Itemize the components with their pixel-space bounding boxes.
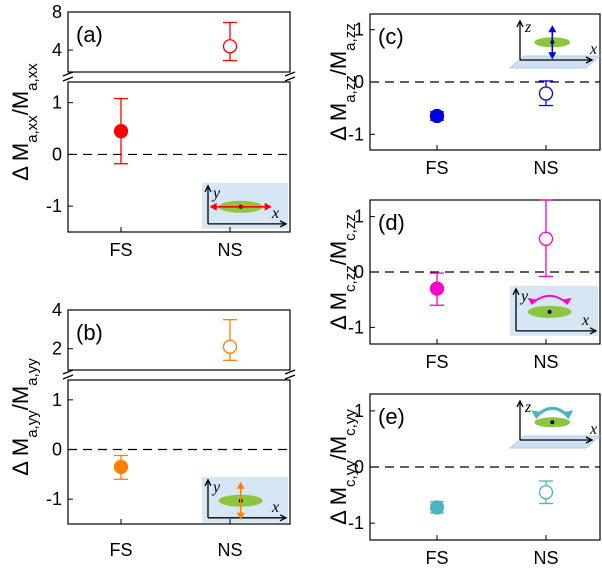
inset-molecule-center	[550, 420, 555, 425]
y-tick-label: 0	[52, 440, 62, 460]
inset-rotation-arrowheads	[527, 297, 572, 305]
axis-break-mark	[62, 369, 74, 375]
plot-frame-upper	[67, 11, 291, 73]
inset-rotation-arrowheads	[531, 410, 574, 420]
data-point-open	[222, 39, 238, 54]
plot-frame-upper	[67, 309, 291, 371]
panel-label: (b)	[76, 320, 103, 345]
y-tick-label: -1	[46, 489, 62, 509]
inset-motion-arrowheads	[209, 202, 272, 211]
y-tick-label: -1	[348, 124, 364, 144]
axis-break-mark	[284, 374, 296, 380]
y-tick-label: 2	[52, 339, 62, 359]
y-tick-label: -1	[348, 513, 364, 533]
plot-frame-lower	[67, 379, 291, 525]
data-point-filled	[429, 500, 445, 515]
axis-break-mark	[62, 71, 74, 77]
axis-break-mark	[284, 71, 296, 77]
panel-label: (e)	[378, 404, 405, 429]
inset-x-arrowhead	[279, 514, 288, 522]
x-category-label: FS	[109, 240, 132, 260]
y-axis-label: Δ Ma,yy/Ma,yy	[8, 358, 41, 476]
y-tick-label: 1	[354, 20, 364, 40]
y-axis-label: Δ Mc,zz/Mc,zz	[326, 214, 359, 330]
inset-x-arrowhead	[585, 56, 594, 64]
x-category-label: FS	[425, 352, 448, 372]
x-category-label: NS	[533, 352, 558, 372]
inset-axis-label: x	[589, 41, 597, 58]
y-tick-label: 0	[354, 457, 364, 477]
panel-d: -1 0 1 y x Δ Mc,zz/Mc,zz FS NS (d)	[326, 199, 601, 372]
y-axis-label: Δ Mc,yy/Mc,yy	[326, 409, 359, 525]
data-point-filled	[429, 108, 445, 124]
y-tick-label: -1	[348, 317, 364, 337]
axis-break-mark	[62, 374, 74, 380]
inset-axis-label: y	[211, 479, 221, 496]
data-point-open	[222, 339, 238, 354]
y-axis-label: Δ Ma,zz/Ma,zz	[326, 23, 359, 140]
inset-y-arrowhead	[512, 287, 520, 296]
data-point-filled	[113, 123, 129, 139]
inset-axis-label: y	[519, 288, 529, 305]
y-tick-label: 1	[52, 390, 62, 410]
y-tick-label: 1	[354, 207, 364, 227]
panel-b: 2 4 -1 0 1 y x Δ Ma,yy/Ma,yy FS NS (b)	[8, 300, 296, 560]
inset-axis-label: x	[271, 205, 279, 222]
inset-molecule-center	[547, 309, 552, 314]
x-category-label: FS	[109, 540, 132, 560]
data-point-filled	[429, 281, 445, 296]
data-point-open	[538, 231, 554, 246]
panel-label: (d)	[378, 210, 405, 235]
inset-axis-label: x	[589, 421, 597, 438]
inset-x-arrowhead	[279, 220, 288, 228]
plot-frame-lower	[67, 81, 291, 233]
y-tick-label: -1	[46, 196, 62, 216]
inset-plane	[508, 55, 602, 69]
x-category-label: NS	[533, 158, 558, 178]
inset-axis-label: y	[211, 185, 221, 202]
data-point-open	[538, 485, 554, 500]
inset-y-arrowhead	[204, 184, 212, 193]
x-category-label: NS	[533, 548, 558, 566]
data-point-open	[538, 86, 554, 101]
panel-a: 4 8 -1 0 1 y x Δ Ma,xx/Ma,xx FS NS (a)	[8, 2, 296, 260]
y-tick-label: 0	[52, 144, 62, 164]
panel-e: -1 0 1 z x Δ Mc,yy/Mc,yy FS NS (e)	[326, 393, 602, 568]
inset-z-arrowhead	[516, 399, 524, 408]
y-tick-label: 0	[354, 262, 364, 282]
inset-axis-label: z	[524, 399, 532, 416]
inset-x-arrowhead	[585, 436, 594, 444]
y-tick-label: 4	[52, 300, 62, 320]
inset-axis-label: x	[271, 499, 279, 516]
axis-break-mark	[284, 76, 296, 82]
inset-motion-arrowheads	[548, 25, 557, 60]
x-category-label: NS	[217, 240, 242, 260]
y-tick-label: 1	[52, 93, 62, 113]
x-category-label: FS	[425, 158, 448, 178]
inset-plane	[508, 435, 602, 449]
inset-axis-label: z	[524, 19, 532, 36]
y-tick-label: 1	[354, 401, 364, 421]
axis-break-mark	[284, 369, 296, 375]
inset-axis-label: x	[581, 312, 589, 329]
x-category-label: NS	[217, 540, 242, 560]
panel-label: (a)	[76, 22, 103, 47]
y-tick-label: 8	[52, 2, 62, 22]
inset-x-arrowhead	[589, 327, 598, 335]
axis-break-mark	[62, 76, 74, 82]
inset-z-arrowhead	[516, 19, 524, 28]
y-tick-label: 4	[52, 40, 62, 60]
inset-y-arrowhead	[204, 478, 212, 487]
y-tick-label: 0	[354, 72, 364, 92]
panel-c: -1 0 1 z x Δ Ma,zz/Ma,zz FS NS (c)	[326, 13, 602, 178]
panel-label: (c)	[378, 24, 404, 49]
x-category-label: FS	[425, 548, 448, 566]
data-point-filled	[113, 459, 129, 475]
y-axis-label: Δ Ma,xx/Ma,xx	[8, 63, 41, 181]
